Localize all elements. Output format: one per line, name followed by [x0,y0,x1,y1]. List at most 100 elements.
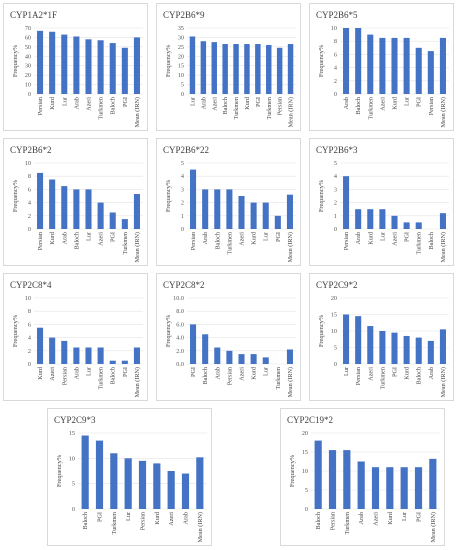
bar [226,189,233,229]
bar [403,37,410,94]
x-tick-label: Baloch [110,96,117,114]
x-tick-label: Kurd [49,231,56,245]
x-tick-label: PGI [190,367,197,377]
x-tick-label: Persian [190,232,197,250]
chart-title: CYP2B6*2 [10,145,52,155]
y-axis-label: Frequency% [318,44,325,77]
y-tick-label: 0 [28,361,31,368]
x-tick-label: Arab [358,512,365,524]
bar [109,43,116,94]
x-tick-label: Baloch [110,366,117,384]
x-tick-label: Lur [343,367,350,376]
y-tick-label: 10 [25,160,31,167]
x-tick-label: Arab [428,367,435,379]
y-tick-label: 6 [28,321,31,328]
y-tick-label: 15 [178,63,184,70]
y-tick-label: 0 [334,91,337,98]
x-tick-label: Azeri [239,232,246,246]
chart-panel: CYP2B6*3 0 1 2 3 4 5 Frequency% Persian Arab Kurd L… [309,138,454,266]
x-tick-label: Persian [37,97,44,115]
x-tick-label: PGI [255,97,262,107]
y-axis-label: Frequency% [12,179,19,212]
bar [262,357,269,364]
bar [97,40,104,94]
x-tick-label: Turkmen [344,512,351,534]
x-tick-label: Kurd [392,96,399,110]
x-tick-label: PGI [110,232,117,242]
bar [73,36,80,94]
bar [167,471,175,509]
chart-title: CYP2C8*2 [163,280,205,290]
x-tick-label: Kurd [251,366,258,380]
y-axis-label: Frequency% [56,454,63,487]
bar [328,450,337,509]
chart-title: CYP2B6*5 [316,10,358,20]
bar-chart: CYP2C9*2 0 5 10 15 20 Frequency% Lur Persian Azer… [316,280,449,397]
y-tick-label: 4 [181,173,184,180]
y-tick-label: 10 [331,328,337,335]
x-tick-label: Kurd [367,231,374,245]
bar [391,37,398,94]
bar [343,450,351,509]
bar [427,340,434,364]
x-tick-label: Mean (IRN) [287,232,294,262]
y-axis-label: Frequency% [165,179,172,212]
y-tick-label: 5 [181,160,184,167]
bar [202,334,209,364]
x-tick-label: Lur [404,97,411,106]
bar [414,467,423,509]
bar [439,329,446,364]
y-tick-label: 4 [28,200,31,207]
bar [244,44,250,94]
x-tick-label: Turkmen [233,97,240,119]
chart-title: CYP2B6*3 [316,145,358,155]
bar [200,41,207,94]
x-tick-label: Baloch [428,231,435,249]
bar-chart: CYP2C8*4 0 2 4 6 8 10 Frequency% Kurd Azeri Persia… [10,280,143,397]
chart-panel: CYP2C8*4 0 2 4 6 8 10 Frequency% Kurd Azeri Persia… [3,273,148,401]
bar [415,337,422,364]
y-tick-label: 8 [334,38,337,45]
x-tick-label: Persian [428,97,435,115]
x-tick-label: Mean (IRN) [440,367,447,397]
chart-panel: CYP2B6*2 0 2 4 6 8 10 Frequency% Persian Kurd Arab… [3,138,148,266]
x-tick-label: Persian [330,512,337,530]
y-tick-label: 0.0 [176,361,184,368]
bar-chart: CYP2C19*2 0 5 10 15 20 Frequency% Baloch Persian… [287,415,440,542]
y-tick-label: 15 [69,430,75,437]
bar [439,37,446,94]
bar [343,314,350,364]
x-tick-label: Baloch [315,511,322,529]
bar [415,47,422,94]
x-tick-label: Turkmen [122,232,129,254]
chart-panel: CYP2B6*5 0 2 4 6 8 10 Frequency% Arab Baloch Turkm… [309,3,454,131]
x-tick-label: PGI [416,97,423,107]
bar [121,219,128,229]
bar [121,360,128,364]
x-tick-label: Lur [379,232,386,241]
x-tick-label: Turkmen [98,97,105,119]
chart-panel: CYP2C19*2 0 5 10 15 20 Frequency% Baloch Persian… [280,408,445,546]
y-tick-label: 0 [305,506,308,513]
bar [400,467,408,509]
bar [37,172,44,229]
y-tick-label: 2 [334,78,337,85]
y-tick-label: 4 [28,335,31,342]
bar [214,347,221,364]
bar [49,179,56,229]
x-tick-label: Lur [125,512,132,521]
bar [85,39,92,94]
x-tick-label: Azeri [373,512,380,526]
x-tick-label: PGI [392,367,399,377]
bar [379,37,386,94]
chart-title: CYP2C9*2 [316,280,358,290]
x-tick-label: Lur [263,367,270,376]
y-tick-label: 0 [28,226,31,233]
y-tick-label: 20 [178,53,184,60]
bar [222,44,228,94]
y-tick-label: 15 [302,449,308,456]
bar [255,44,261,94]
x-tick-label: Persian [140,512,147,530]
y-tick-label: 10 [25,295,31,302]
chart-panel: CYP2B6*22 0 1 2 3 4 5 Frequency% Persian Arab Balo… [156,138,301,266]
